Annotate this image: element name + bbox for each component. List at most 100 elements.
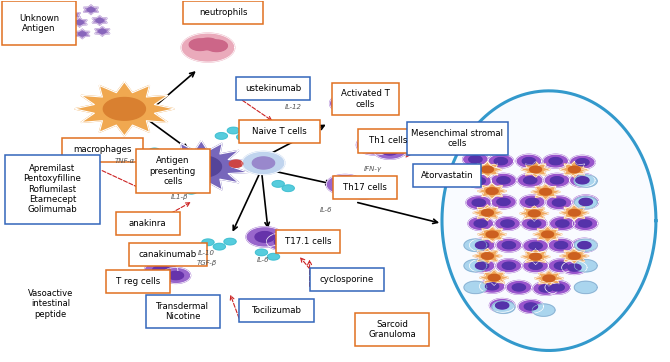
Polygon shape — [488, 274, 500, 281]
Polygon shape — [574, 281, 597, 294]
Polygon shape — [47, 9, 54, 13]
FancyBboxPatch shape — [2, 1, 76, 45]
Text: anakinra: anakinra — [129, 219, 167, 228]
Text: Unknown
Antigen: Unknown Antigen — [19, 13, 59, 33]
Polygon shape — [476, 241, 488, 249]
Polygon shape — [470, 259, 495, 273]
Polygon shape — [533, 227, 562, 242]
FancyBboxPatch shape — [358, 130, 417, 152]
Polygon shape — [469, 156, 482, 163]
Polygon shape — [531, 184, 560, 200]
Polygon shape — [168, 272, 184, 279]
Polygon shape — [473, 205, 502, 220]
Polygon shape — [464, 239, 487, 251]
Polygon shape — [478, 183, 507, 199]
Polygon shape — [568, 253, 580, 259]
Polygon shape — [568, 166, 580, 173]
Polygon shape — [330, 93, 367, 114]
Polygon shape — [482, 253, 493, 259]
Polygon shape — [72, 18, 87, 27]
Polygon shape — [521, 161, 550, 177]
Polygon shape — [572, 238, 597, 252]
Polygon shape — [561, 261, 587, 274]
Polygon shape — [569, 210, 580, 216]
Polygon shape — [76, 20, 83, 24]
Polygon shape — [478, 227, 507, 242]
Polygon shape — [466, 196, 492, 210]
Polygon shape — [523, 157, 535, 165]
Polygon shape — [480, 279, 505, 293]
Polygon shape — [570, 155, 595, 169]
Polygon shape — [529, 210, 540, 216]
Polygon shape — [539, 285, 552, 292]
Polygon shape — [181, 156, 222, 177]
Polygon shape — [356, 135, 394, 155]
Polygon shape — [32, 23, 47, 33]
Polygon shape — [96, 18, 103, 22]
Polygon shape — [347, 181, 380, 199]
Text: TNF-α: TNF-α — [115, 158, 135, 164]
Polygon shape — [495, 217, 520, 230]
Text: ustekinumab: ustekinumab — [245, 84, 302, 93]
Polygon shape — [466, 174, 492, 188]
Polygon shape — [473, 248, 502, 264]
Polygon shape — [554, 262, 567, 269]
Polygon shape — [576, 177, 589, 184]
Polygon shape — [348, 89, 381, 107]
Text: Mesenchimal stromal
cells: Mesenchimal stromal cells — [411, 129, 503, 148]
FancyBboxPatch shape — [62, 138, 143, 161]
Polygon shape — [569, 167, 580, 173]
Polygon shape — [486, 188, 498, 194]
Polygon shape — [552, 199, 565, 206]
Text: neutrophils: neutrophils — [199, 8, 247, 17]
Polygon shape — [224, 238, 236, 245]
Polygon shape — [540, 189, 551, 195]
Polygon shape — [476, 262, 488, 269]
Polygon shape — [532, 304, 555, 316]
Polygon shape — [529, 166, 542, 173]
Polygon shape — [52, 20, 67, 29]
Polygon shape — [74, 82, 174, 136]
Polygon shape — [481, 210, 494, 216]
Polygon shape — [523, 259, 548, 273]
Polygon shape — [549, 157, 562, 165]
Polygon shape — [526, 198, 539, 206]
Polygon shape — [473, 161, 502, 177]
Polygon shape — [551, 284, 564, 291]
Polygon shape — [524, 177, 537, 184]
Polygon shape — [549, 217, 575, 230]
Polygon shape — [543, 275, 555, 281]
FancyBboxPatch shape — [310, 268, 384, 291]
Polygon shape — [84, 5, 98, 14]
Text: Activated T
cells: Activated T cells — [341, 89, 390, 109]
Polygon shape — [464, 260, 487, 272]
Polygon shape — [521, 249, 550, 265]
Polygon shape — [98, 29, 106, 33]
Polygon shape — [520, 206, 549, 221]
Text: Transdermal
Nicotine: Transdermal Nicotine — [156, 302, 210, 321]
Polygon shape — [482, 210, 493, 216]
Polygon shape — [497, 177, 510, 184]
Polygon shape — [574, 239, 597, 251]
Polygon shape — [535, 270, 563, 286]
Polygon shape — [356, 93, 374, 103]
FancyBboxPatch shape — [236, 77, 310, 100]
Polygon shape — [335, 179, 354, 190]
Text: Antigen
presenting
cells: Antigen presenting cells — [149, 156, 196, 186]
Polygon shape — [154, 140, 248, 193]
Polygon shape — [75, 29, 90, 39]
FancyBboxPatch shape — [239, 121, 320, 143]
Polygon shape — [548, 238, 574, 252]
Polygon shape — [542, 231, 553, 237]
Polygon shape — [578, 220, 592, 227]
Polygon shape — [373, 142, 406, 159]
Polygon shape — [87, 8, 94, 12]
Text: canakinumab: canakinumab — [139, 250, 197, 259]
Polygon shape — [530, 167, 541, 173]
Text: TGF-β: TGF-β — [196, 260, 217, 266]
Polygon shape — [78, 32, 86, 36]
Polygon shape — [215, 133, 227, 139]
Text: Apremilast
Pentoxyfilline
Roflumilast
Etarnecept
Golimumab: Apremilast Pentoxyfilline Roflumilast Et… — [23, 164, 82, 214]
Polygon shape — [578, 241, 591, 249]
Polygon shape — [255, 249, 267, 256]
